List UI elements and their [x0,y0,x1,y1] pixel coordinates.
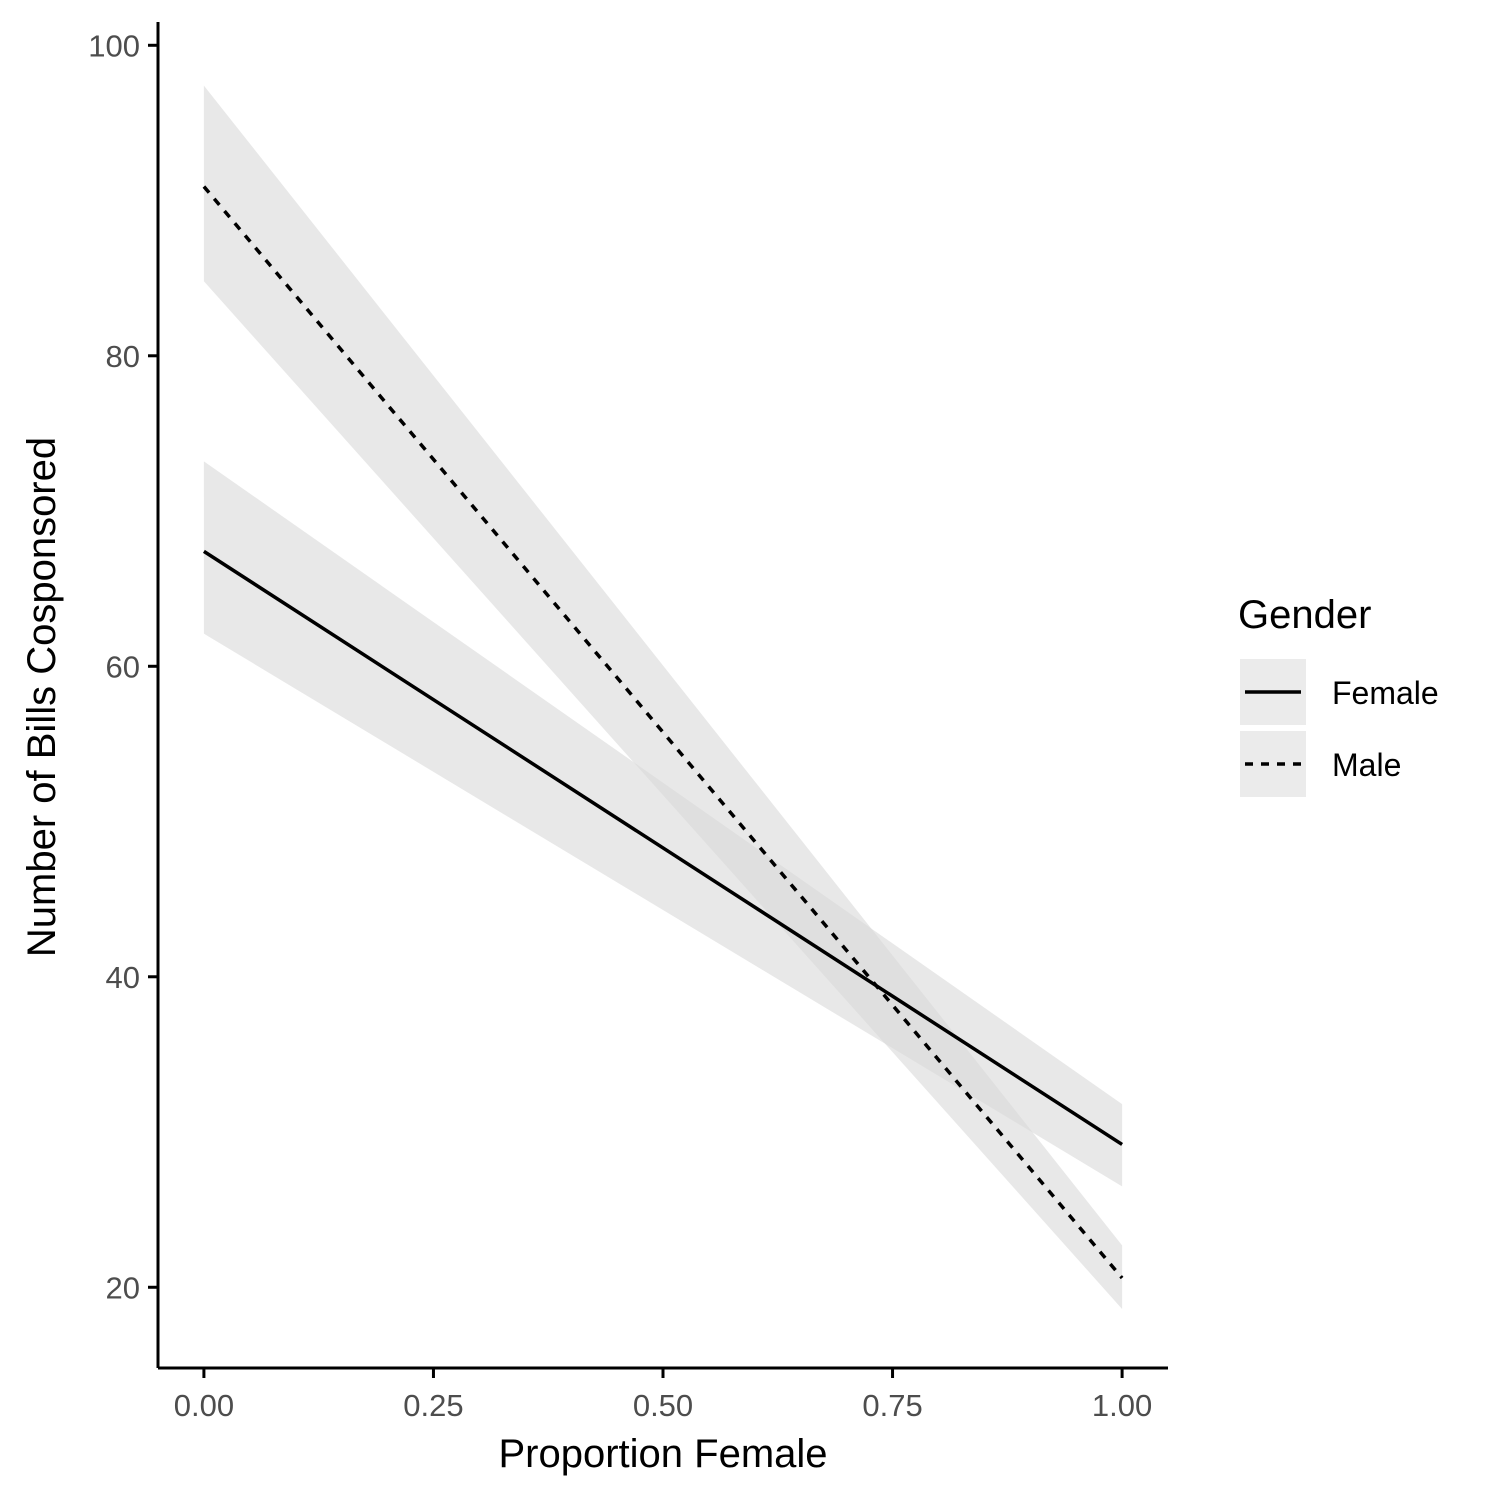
legend: Gender Female Male [1238,593,1439,797]
axes: 20 40 60 80 100 0.00 0.25 0.50 0.75 1.00 [88,22,1168,1423]
fit-line-female [202,549,1124,1146]
x-tick-label: 1.00 [1092,1388,1152,1423]
legend-label-female: Female [1332,675,1439,711]
y-tick-label: 100 [88,28,140,63]
y-axis-title: Number of Bills Cosponsored [20,437,64,957]
y-tick-label: 80 [106,339,140,374]
confidence-ribbons [203,85,1123,1310]
ci-ribbon-male [203,85,1123,1310]
x-tick-label: 0.75 [862,1388,922,1423]
x-axis-title: Proportion Female [498,1432,827,1476]
x-tick-label: 0.00 [174,1388,234,1423]
x-tick-label: 0.50 [633,1388,693,1423]
y-tick-label: 20 [106,1270,140,1305]
y-tick-label: 40 [106,960,140,995]
fit-line-male [202,185,1124,1280]
legend-label-male: Male [1332,747,1401,783]
y-tick-label: 60 [106,649,140,684]
x-tick-label: 0.25 [403,1388,463,1423]
fit-lines [202,185,1124,1280]
legend-title: Gender [1238,593,1371,637]
